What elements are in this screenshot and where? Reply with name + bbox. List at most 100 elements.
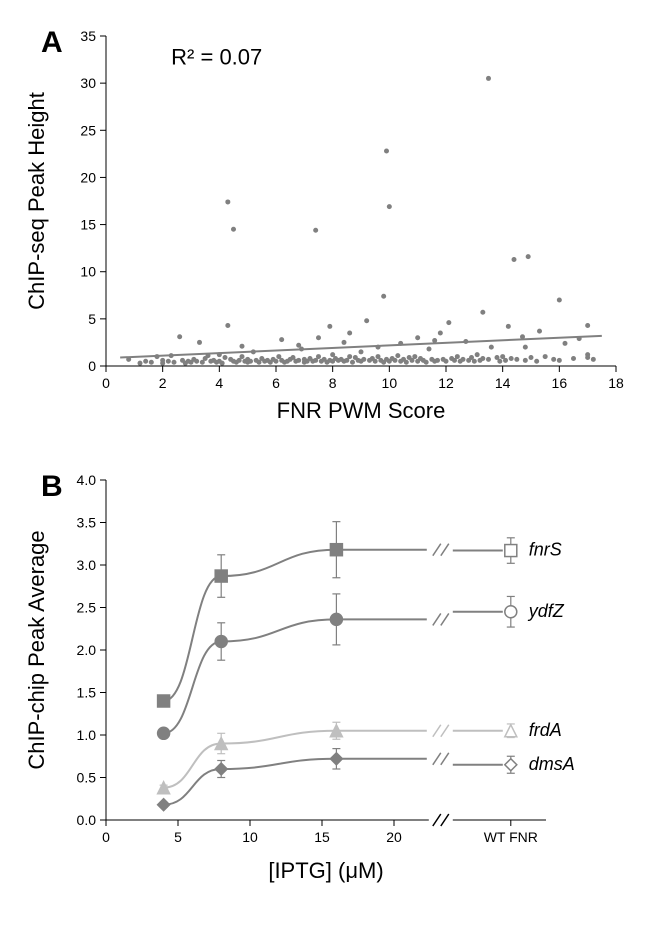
scatter-point — [313, 228, 318, 233]
scatter-point — [512, 257, 517, 262]
marker-circle — [330, 613, 342, 625]
y-tick-label: 30 — [80, 75, 96, 91]
y-tick-label: 0.5 — [77, 770, 97, 786]
scatter-point — [563, 341, 568, 346]
y-tick-label: 10 — [80, 264, 96, 280]
scatter-point — [486, 357, 491, 362]
scatter-point — [486, 76, 491, 81]
scatter-point — [543, 354, 548, 359]
scatter-point — [240, 354, 245, 359]
x-tick-label: 20 — [386, 829, 402, 845]
x-axis-title: FNR PWM Score — [277, 398, 446, 423]
panel-letter-b: B — [41, 470, 63, 503]
scatter-point — [489, 345, 494, 350]
y-tick-label: 1.5 — [77, 685, 97, 701]
scatter-point — [404, 360, 409, 365]
scatter-point — [373, 359, 378, 364]
scatter-point — [427, 347, 432, 352]
y-tick-label: 15 — [80, 217, 96, 233]
marker-circle — [505, 606, 517, 618]
y-tick-label: 1.0 — [77, 727, 97, 743]
scatter-point — [364, 318, 369, 323]
scatter-point — [194, 359, 199, 364]
y-tick-label: 5 — [88, 311, 96, 327]
series-line-ydfZ — [164, 619, 427, 733]
x-tick-label: 10 — [242, 829, 258, 845]
y-tick-label: 2.5 — [77, 600, 97, 616]
x-tick-label: 15 — [314, 829, 330, 845]
scatter-point — [197, 340, 202, 345]
scatter-point — [248, 359, 253, 364]
scatter-point — [585, 352, 590, 357]
scatter-point — [523, 345, 528, 350]
marker-diamond — [158, 799, 170, 811]
scatter-point — [387, 204, 392, 209]
marker-triangle — [505, 725, 517, 737]
y-tick-label: 0 — [88, 358, 96, 374]
scatter-point — [591, 357, 596, 362]
line-chart: 05101520WT FNR0.00.51.01.52.02.53.03.54.… — [16, 460, 636, 900]
marker-diamond — [330, 753, 342, 765]
scatter-point — [143, 359, 148, 364]
panel-a: 02468101214161805101520253035FNR PWM Sco… — [16, 16, 635, 436]
scatter-point — [424, 360, 429, 365]
scatter-point — [412, 354, 417, 359]
marker-circle — [215, 636, 227, 648]
scatter-point — [347, 331, 352, 336]
scatter-point — [138, 361, 143, 366]
x-tick-label: 6 — [272, 375, 280, 391]
x-tick-label: 8 — [329, 375, 337, 391]
y-tick-label: 0.0 — [77, 812, 97, 828]
scatter-point — [455, 354, 460, 359]
scatter-point — [347, 354, 352, 359]
y-tick-label: 2.0 — [77, 642, 97, 658]
scatter-point — [475, 352, 480, 357]
r-squared-annotation: R² = 0.07 — [171, 44, 262, 69]
scatter-point — [225, 323, 230, 328]
y-tick-label: 20 — [80, 169, 96, 185]
scatter-point — [149, 360, 154, 365]
scatter-point — [526, 254, 531, 259]
scatter-point — [350, 360, 355, 365]
marker-square — [505, 545, 517, 557]
y-tick-label: 3.5 — [77, 515, 97, 531]
scatter-point — [503, 358, 508, 363]
scatter-point — [225, 199, 230, 204]
scatter-point — [446, 320, 451, 325]
x-tick-wt-label: WT FNR — [484, 829, 538, 845]
scatter-point — [480, 356, 485, 361]
scatter-point — [316, 354, 321, 359]
y-axis-title: ChIP-chip Peak Average — [24, 530, 49, 769]
scatter-point — [557, 298, 562, 303]
scatter-point — [231, 227, 236, 232]
scatter-point — [223, 355, 228, 360]
scatter-point — [177, 334, 182, 339]
x-tick-label: 12 — [438, 375, 454, 391]
x-tick-label: 14 — [495, 375, 511, 391]
scatter-point — [472, 359, 477, 364]
marker-square — [158, 695, 170, 707]
scatter-point — [438, 331, 443, 336]
series-line-dmsA — [164, 759, 427, 805]
scatter-point — [506, 324, 511, 329]
y-tick-label: 4.0 — [77, 472, 97, 488]
x-tick-label: 0 — [102, 829, 110, 845]
scatter-point — [534, 359, 539, 364]
x-tick-label: 2 — [159, 375, 167, 391]
scatter-point — [435, 358, 440, 363]
scatter-point — [551, 357, 556, 362]
scatter-point — [359, 349, 364, 354]
x-tick-label: 4 — [215, 375, 223, 391]
x-tick-label: 5 — [174, 829, 182, 845]
scatter-point — [166, 359, 171, 364]
scatter-point — [557, 358, 562, 363]
scatter-point — [529, 355, 534, 360]
scatter-point — [316, 335, 321, 340]
scatter-point — [523, 358, 528, 363]
marker-square — [330, 544, 342, 556]
scatter-point — [537, 329, 542, 334]
scatter-point — [240, 344, 245, 349]
series-label-fnrS: fnrS — [529, 540, 562, 560]
scatter-point — [384, 149, 389, 154]
x-axis-title: [IPTG] (μM) — [268, 858, 383, 883]
